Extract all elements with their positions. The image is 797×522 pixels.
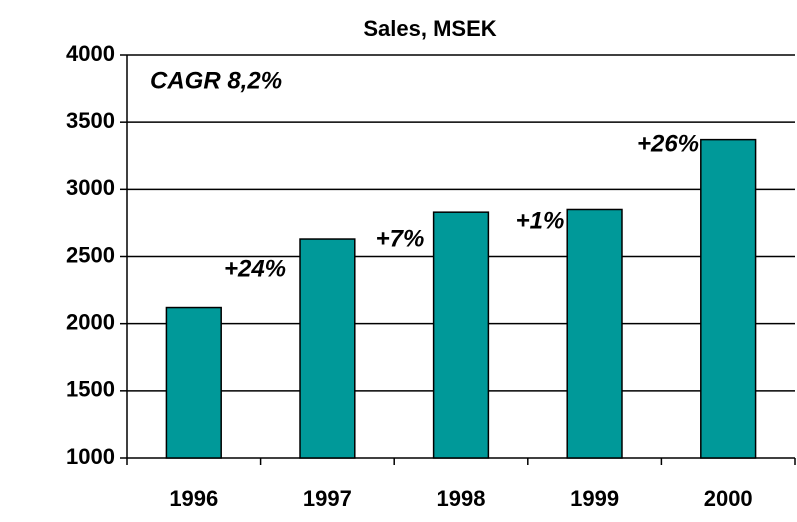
annotation: CAGR 8,2%	[150, 67, 282, 94]
bar	[700, 138, 757, 459]
annotation: +24%	[224, 255, 286, 282]
y-tick-label: 2000	[66, 309, 115, 334]
y-tick-label: 2500	[66, 242, 115, 267]
x-tick-label: 1999	[570, 486, 619, 511]
y-tick-label: 3000	[66, 175, 115, 200]
bar	[566, 208, 623, 459]
y-tick-label: 1000	[66, 444, 115, 469]
bar	[432, 211, 490, 459]
y-tick-label: 3500	[66, 108, 115, 133]
chart-title: Sales, MSEK	[363, 16, 496, 41]
x-tick-label: 1997	[303, 486, 352, 511]
annotation: +7%	[376, 225, 425, 252]
bar	[299, 238, 356, 459]
annotation: +26%	[637, 130, 699, 157]
y-tick-label: 1500	[66, 377, 115, 402]
x-tick-label: 1996	[169, 486, 218, 511]
y-tick-label: 4000	[66, 41, 115, 66]
x-tick-label: 1998	[437, 486, 486, 511]
annotation: +1%	[516, 207, 565, 234]
x-tick-label: 2000	[704, 486, 753, 511]
bar	[165, 306, 222, 459]
